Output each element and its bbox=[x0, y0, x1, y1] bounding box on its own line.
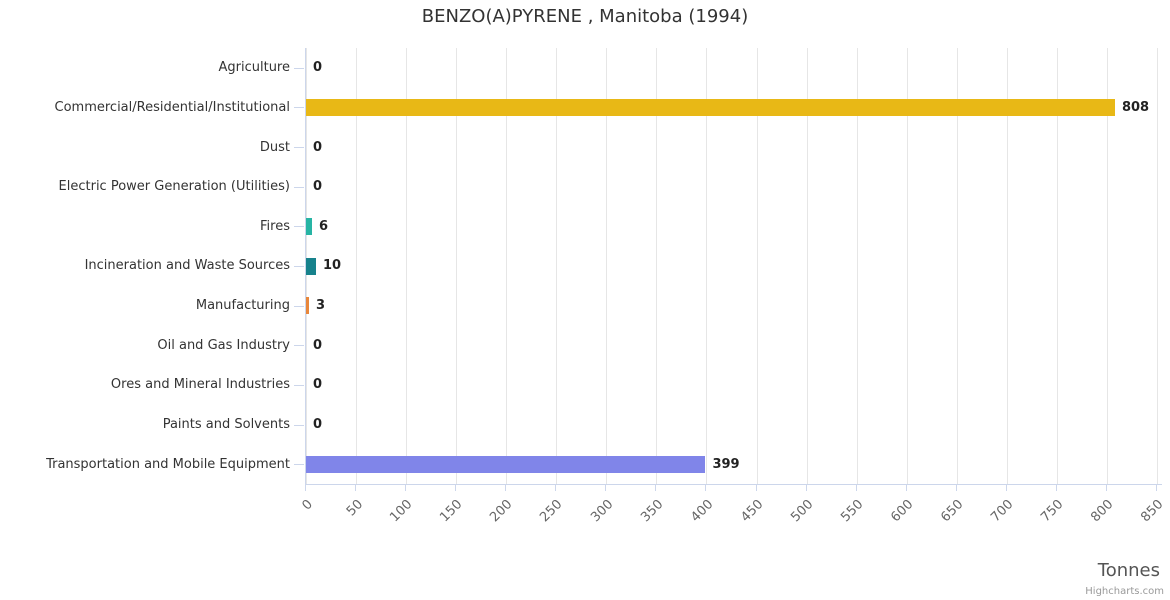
x-tick-label: 350 bbox=[637, 497, 667, 526]
gridline bbox=[706, 48, 708, 484]
y-axis-tick bbox=[294, 345, 304, 347]
gridline bbox=[556, 48, 558, 484]
x-axis-tick bbox=[905, 485, 907, 491]
y-axis-tick bbox=[294, 226, 304, 228]
bar-value-label: 0 bbox=[313, 417, 323, 433]
x-tick-label: 250 bbox=[537, 497, 566, 526]
y-axis-tick bbox=[294, 107, 304, 109]
highcharts-credit[interactable]: Highcharts.com bbox=[1085, 586, 1164, 597]
x-axis: 0 50 100 150 200 250 300 350 400 450 500 550 600 650 7… bbox=[299, 485, 1170, 555]
bar[interactable] bbox=[306, 217, 312, 235]
category-label: Oil and Gas Industry bbox=[157, 337, 290, 353]
bar-value-label: 0 bbox=[313, 139, 323, 155]
x-tick-label: 50 bbox=[343, 497, 366, 520]
gridline bbox=[456, 48, 458, 484]
gridline bbox=[356, 48, 358, 484]
x-axis-tick bbox=[305, 485, 306, 491]
x-tick-label: 850 bbox=[1138, 497, 1167, 526]
y-axis-tick bbox=[294, 305, 304, 307]
gridline bbox=[1156, 48, 1158, 484]
x-tick-label: 400 bbox=[687, 497, 717, 526]
bar-value-label: 6 bbox=[319, 218, 329, 234]
x-axis-tick bbox=[1155, 485, 1157, 491]
gridline bbox=[1056, 48, 1058, 484]
gridline bbox=[1006, 48, 1008, 484]
bar-value-label: 0 bbox=[313, 179, 323, 195]
x-axis-tick bbox=[505, 485, 507, 491]
x-tick-label: 800 bbox=[1088, 497, 1117, 526]
bar-value-label: 10 bbox=[323, 258, 342, 274]
gridline bbox=[906, 48, 908, 484]
gridline bbox=[606, 48, 608, 484]
category-label: Transportation and Mobile Equipment bbox=[46, 456, 290, 472]
gridline bbox=[806, 48, 808, 484]
x-axis-tick bbox=[805, 485, 807, 491]
bar[interactable] bbox=[306, 98, 1115, 116]
plot-area: 0 808 0 0 6 10 3 0 0 0 399 bbox=[305, 48, 1162, 485]
gridline bbox=[656, 48, 658, 484]
x-axis-tick bbox=[755, 485, 757, 491]
bar-value-label: 3 bbox=[316, 298, 326, 314]
x-axis-tick bbox=[1055, 485, 1057, 491]
chart-title: BENZO(A)PYRENE , Manitoba (1994) bbox=[421, 6, 749, 27]
x-tick-label: 150 bbox=[437, 497, 466, 526]
x-tick-label: 100 bbox=[387, 497, 416, 526]
bar-value-label: 0 bbox=[313, 377, 323, 393]
category-label: Paints and Solvents bbox=[162, 417, 290, 433]
y-axis-tick bbox=[294, 147, 304, 149]
x-axis-tick bbox=[705, 485, 707, 491]
category-label: Electric Power Generation (Utilities) bbox=[58, 179, 290, 195]
x-tick-label: 500 bbox=[788, 497, 817, 526]
x-tick-label: 550 bbox=[838, 497, 867, 526]
y-axis-tick bbox=[294, 424, 304, 426]
gridline bbox=[506, 48, 508, 484]
bar-value-label: 808 bbox=[1121, 99, 1150, 115]
x-tick-label: 0 bbox=[299, 497, 316, 514]
x-tick-label: 700 bbox=[988, 497, 1017, 526]
x-axis-tick bbox=[955, 485, 957, 491]
y-axis-tick bbox=[294, 186, 304, 188]
bar[interactable] bbox=[306, 257, 316, 275]
x-tick-label: 750 bbox=[1038, 497, 1067, 526]
gridline bbox=[756, 48, 758, 484]
x-tick-label: 450 bbox=[737, 497, 767, 526]
category-axis: Agriculture Commercial/Residential/Instit… bbox=[0, 48, 304, 484]
category-label: Agriculture bbox=[218, 60, 291, 76]
category-label: Manufacturing bbox=[195, 298, 290, 314]
category-label: Fires bbox=[260, 218, 290, 234]
x-axis-tick bbox=[605, 485, 607, 491]
x-axis-tick bbox=[655, 485, 657, 491]
x-tick-label: 300 bbox=[587, 497, 616, 526]
category-label: Incineration and Waste Sources bbox=[84, 258, 290, 274]
x-axis-tick bbox=[555, 485, 557, 491]
bar-value-label: 0 bbox=[313, 60, 323, 76]
y-axis-tick bbox=[294, 464, 304, 466]
bar[interactable] bbox=[306, 297, 309, 315]
category-label: Dust bbox=[259, 139, 290, 155]
x-axis-tick bbox=[355, 485, 357, 491]
x-axis-tick bbox=[1105, 485, 1107, 491]
x-axis-tick bbox=[855, 485, 857, 491]
x-tick-label: 200 bbox=[487, 497, 516, 526]
bar-value-label: 399 bbox=[712, 456, 740, 472]
gridline bbox=[1106, 48, 1108, 484]
bar[interactable] bbox=[306, 455, 706, 473]
gridline bbox=[856, 48, 858, 484]
x-tick-label: 600 bbox=[888, 497, 917, 526]
category-label: Ores and Mineral Industries bbox=[110, 377, 290, 393]
x-axis-tick bbox=[1005, 485, 1007, 491]
category-label: Commercial/Residential/Institutional bbox=[54, 99, 291, 115]
x-axis-tick bbox=[405, 485, 407, 491]
gridline bbox=[406, 48, 408, 484]
y-axis-tick bbox=[294, 266, 304, 267]
x-axis-tick bbox=[455, 485, 457, 491]
gridline bbox=[956, 48, 958, 484]
bar-value-label: 0 bbox=[313, 337, 323, 353]
xaxis-title: Tonnes bbox=[1097, 560, 1160, 581]
x-tick-label: 650 bbox=[938, 497, 967, 526]
y-axis-tick bbox=[294, 67, 304, 69]
y-axis-tick bbox=[294, 384, 304, 386]
